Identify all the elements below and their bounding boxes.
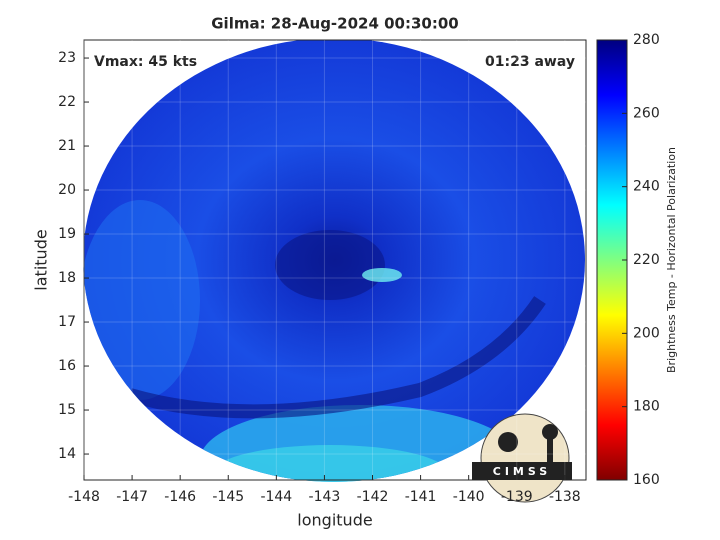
image <box>83 40 585 482</box>
colorbar-tick-label: 240 <box>633 179 660 195</box>
chart-title: Gilma: 28-Aug-2024 00:30:00 <box>211 15 459 33</box>
colorbar-tick-label: 280 <box>633 32 660 48</box>
y-tick-label: 18 <box>58 270 76 286</box>
y-tick-label: 17 <box>58 314 76 330</box>
y-axis-label: latitude <box>32 229 51 290</box>
x-axis-label: longitude <box>297 511 372 530</box>
y-tick-label: 20 <box>58 182 76 198</box>
logo-text: CIMSS <box>493 465 551 478</box>
x-tick-label: -144 <box>260 489 292 505</box>
y-tick-label: 19 <box>58 226 76 242</box>
colorbar-tick-label: 220 <box>633 252 660 268</box>
colorbar-label: Brightness Temp - Horizontal Polarizatio… <box>665 147 678 373</box>
x-tick-label: -139 <box>501 489 533 505</box>
colorbar-tick-label: 160 <box>633 472 660 488</box>
x-tick-label: -143 <box>309 489 341 505</box>
y-tick-label: 14 <box>58 446 76 462</box>
y-tick-label: 23 <box>58 50 76 66</box>
x-tick-label: -145 <box>212 489 244 505</box>
annotation: Vmax: 45 kts <box>94 54 197 70</box>
x-tick-label: -140 <box>453 489 485 505</box>
colorbar-tick-label: 200 <box>633 325 660 341</box>
colorbar-tick-label: 260 <box>633 105 660 121</box>
axes-box <box>83 39 587 481</box>
y-tick-label: 15 <box>58 402 76 418</box>
y-tick-label: 16 <box>58 358 76 374</box>
x-tick-label: -146 <box>164 489 196 505</box>
colorbar-tick-label: 180 <box>633 399 660 415</box>
x-tick-label: -148 <box>68 489 100 505</box>
x-tick-label: -138 <box>549 489 581 505</box>
x-tick-label: -141 <box>405 489 437 505</box>
x-tick-label: -147 <box>116 489 148 505</box>
x-tick-label: -142 <box>357 489 389 505</box>
y-tick-label: 22 <box>58 94 76 110</box>
logo: CIMSS <box>472 413 572 503</box>
y-tick-label: 21 <box>58 138 76 154</box>
annotation: 01:23 away <box>485 54 575 70</box>
